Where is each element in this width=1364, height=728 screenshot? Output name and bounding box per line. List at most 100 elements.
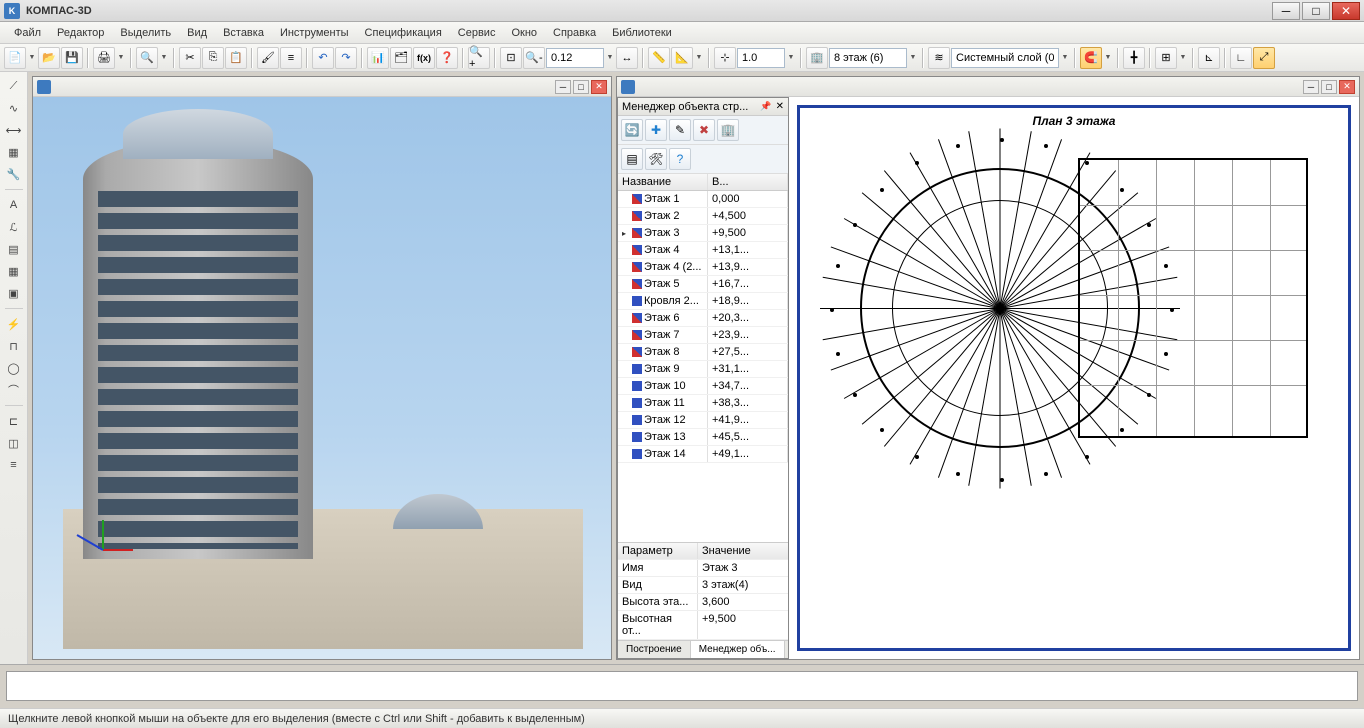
edit-button[interactable]: ✎ [669,119,691,141]
layer-input[interactable] [951,48,1059,68]
param-row[interactable]: Высота эта...3,600 [618,594,788,611]
tool-dim[interactable]: ⟷ [4,120,24,140]
open-button[interactable]: 📂 [38,47,60,69]
tool-text[interactable]: A [4,195,24,215]
floor-row[interactable]: Этаж 9+31,1... [618,361,788,378]
print-button[interactable]: 🖨 [93,47,115,69]
view-plan-max[interactable]: □ [1321,80,1337,94]
manager-close[interactable]: ✕ [776,101,784,112]
floor-row[interactable]: Этаж 8+27,5... [618,344,788,361]
menu-view[interactable]: Вид [179,25,215,41]
menu-editor[interactable]: Редактор [49,25,112,41]
floor-row[interactable]: Этаж 5+16,7... [618,276,788,293]
new-button[interactable]: 📄 [4,47,26,69]
floor-row[interactable]: Этаж 12+41,9... [618,412,788,429]
preview-dropdown[interactable]: ▼ [159,47,169,69]
view-3d-canvas[interactable] [33,97,611,659]
list-button[interactable]: ▤ [621,148,643,170]
param-row[interactable]: Вид3 этаж(4) [618,577,788,594]
tool-hatch[interactable]: ▦ [4,142,24,162]
grid-button[interactable]: ⊞ [1155,47,1177,69]
param-row[interactable]: Высотная от...+9,500 [618,611,788,640]
save-button[interactable]: 💾 [61,47,83,69]
floor-dropdown[interactable]: ▼ [908,47,918,69]
redo-button[interactable]: ↷ [335,47,357,69]
print-dropdown[interactable]: ▼ [116,47,126,69]
floor-row[interactable]: Этаж 2+4,500 [618,208,788,225]
plan-canvas[interactable]: План 3 этажа [789,97,1359,659]
scale-dropdown[interactable]: ▼ [786,47,796,69]
maximize-button[interactable]: □ [1302,2,1330,20]
add-button[interactable]: ✚ [645,119,667,141]
menu-select[interactable]: Выделить [112,25,179,41]
settings-button[interactable]: 🛠 [645,148,667,170]
view-3d-min[interactable]: ─ [555,80,571,94]
tool-measure[interactable]: ⊓ [4,336,24,356]
tool-line[interactable]: ∿ [4,98,24,118]
snap-dropdown[interactable]: ▼ [1103,47,1113,69]
close-button[interactable]: ✕ [1332,2,1360,20]
tool-path[interactable]: ℒ [4,217,24,237]
floor-input[interactable] [829,48,907,68]
floor-row[interactable]: ▸Этаж 3+9,500 [618,225,788,242]
menu-tools[interactable]: Инструменты [272,25,357,41]
layer-dropdown[interactable]: ▼ [1060,47,1070,69]
coord-button[interactable]: ⊹ [714,47,736,69]
zoom-dropdown[interactable]: ▼ [605,47,615,69]
var-button[interactable]: 📊 [367,47,389,69]
param-row[interactable]: ИмяЭтаж 3 [618,560,788,577]
ruler-dropdown[interactable]: ▼ [694,47,704,69]
angle-button[interactable]: ∟ [1230,47,1252,69]
ruler2-button[interactable]: 📐 [671,47,693,69]
zoom-out-button[interactable]: 🔍- [523,47,545,69]
tool-point[interactable]: ⟋ [4,76,24,96]
floor-row[interactable]: Этаж 10+34,7... [618,378,788,395]
tool-wall[interactable]: ⊏ [4,411,24,431]
track-button[interactable]: ⤢ [1253,47,1275,69]
tool-sheet[interactable]: ▤ [4,239,24,259]
col-value[interactable]: В... [708,174,788,190]
floor-row[interactable]: Этаж 7+23,9... [618,327,788,344]
properties-button[interactable]: ≡ [280,47,302,69]
brush-button[interactable]: 🖌 [257,47,279,69]
minimize-button[interactable]: ─ [1272,2,1300,20]
axis-button[interactable]: ╋ [1123,47,1145,69]
view-3d-close[interactable]: ✕ [591,80,607,94]
floor-row[interactable]: Этаж 13+45,5... [618,429,788,446]
tool-table[interactable]: ▦ [4,261,24,281]
menu-insert[interactable]: Вставка [215,25,272,41]
floor-row[interactable]: Этаж 4+13,1... [618,242,788,259]
tool-arc[interactable]: ⌒ [4,380,24,400]
view-3d-max[interactable]: □ [573,80,589,94]
tool-stairs[interactable]: ≡ [4,455,24,475]
undo-button[interactable]: ↶ [312,47,334,69]
menu-help[interactable]: Справка [545,25,604,41]
ortho-button[interactable]: ⊾ [1198,47,1220,69]
paste-button[interactable]: 📋 [225,47,247,69]
layer-icon-button[interactable]: 🏢 [806,47,828,69]
floor-row[interactable]: Этаж 10,000 [618,191,788,208]
menu-file[interactable]: Файл [6,25,49,41]
zoom-fit-button[interactable]: ⊡ [500,47,522,69]
tree-button[interactable]: 🗂 [390,47,412,69]
pin-icon[interactable]: 📌 [760,101,771,112]
help-cursor-button[interactable]: ❓ [436,47,458,69]
layers-button[interactable]: ≋ [928,47,950,69]
preview-button[interactable]: 🔍 [136,47,158,69]
zoom-input[interactable] [546,48,604,68]
copy-button[interactable]: ⎘ [202,47,224,69]
cut-button[interactable]: ✂ [179,47,201,69]
new-dropdown[interactable]: ▼ [27,47,37,69]
command-input[interactable] [6,671,1358,701]
menu-window[interactable]: Окно [503,25,545,41]
fx-button[interactable]: f(x) [413,47,435,69]
ruler1-button[interactable]: 📏 [648,47,670,69]
pan-button[interactable]: ↔ [616,47,638,69]
col-name[interactable]: Название [618,174,708,190]
tool-lightning[interactable]: ⚡ [4,314,24,334]
zoom-in-button[interactable]: 🔍+ [468,47,490,69]
floor-row[interactable]: Этаж 14+49,1... [618,446,788,463]
tab-manager[interactable]: Менеджер объ... [691,641,785,658]
tool-door[interactable]: ◫ [4,433,24,453]
menu-service[interactable]: Сервис [450,25,504,41]
